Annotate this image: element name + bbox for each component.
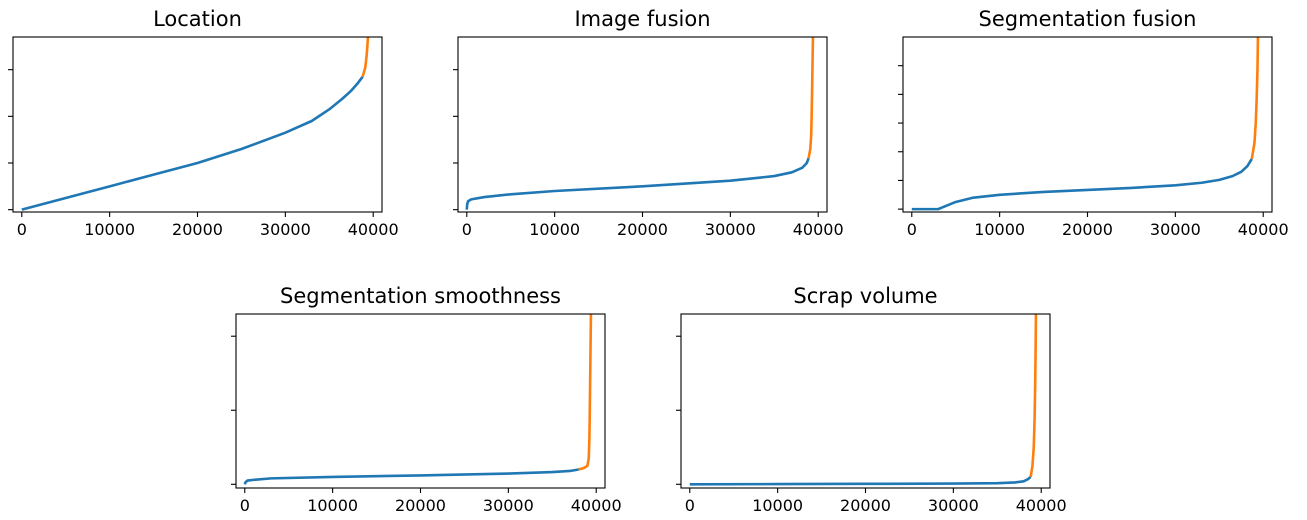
x-tick-label: 40000	[1238, 220, 1289, 239]
subplot-2: Image fusion 0 10000 20000 30000 40000	[453, 7, 844, 239]
x-tick-label: 30000	[705, 220, 756, 239]
plot-frame	[235, 313, 606, 489]
plot-frame	[902, 36, 1273, 213]
subplot-title: Location	[153, 7, 242, 31]
plot-frame	[680, 313, 1051, 489]
subplot-3: Segmentation fusion 0 10000 20000 30000 40000	[898, 7, 1289, 239]
x-tick-label: 0	[17, 220, 27, 239]
series-line-2	[1029, 313, 1038, 478]
x-tick-label: 20000	[617, 220, 668, 239]
x-tick-label: 40000	[1016, 496, 1067, 515]
x-tick-label: 40000	[571, 496, 622, 515]
subplot-title: Segmentation smoothness	[280, 284, 561, 308]
x-tick-label: 30000	[928, 496, 979, 515]
x-tick-label: 10000	[974, 220, 1025, 239]
x-tick-label: 30000	[260, 220, 311, 239]
series-line-1	[243, 468, 579, 485]
x-tick-label: 0	[462, 220, 472, 239]
x-tick-label: 0	[907, 220, 917, 239]
x-tick-label: 10000	[84, 220, 135, 239]
subplot-title: Segmentation fusion	[979, 7, 1197, 31]
series-line-1	[465, 157, 810, 210]
series-line-1	[21, 75, 364, 211]
x-tick-label: 0	[240, 496, 250, 515]
subplot-1: Location 0 10000 20000 30000 40000	[8, 7, 399, 239]
series-line-2	[361, 36, 370, 78]
plot-frame	[12, 36, 383, 213]
subplot-title: Image fusion	[574, 7, 710, 31]
x-tick-label: 30000	[1150, 220, 1201, 239]
x-tick-label: 20000	[395, 496, 446, 515]
x-tick-label: 20000	[172, 220, 223, 239]
x-tick-label: 40000	[348, 220, 399, 239]
x-tick-label: 10000	[752, 496, 803, 515]
subplot-5: Scrap volume 0 10000 20000 30000 40000	[676, 284, 1067, 515]
series-line-2	[1250, 36, 1260, 160]
x-tick-label: 20000	[1062, 220, 1113, 239]
x-tick-label: 20000	[840, 496, 891, 515]
x-tick-label: 0	[685, 496, 695, 515]
x-tick-label: 30000	[483, 496, 534, 515]
series-line-2	[807, 36, 815, 159]
series-line-1	[911, 158, 1253, 211]
x-tick-label: 10000	[307, 496, 358, 515]
series-line-1	[689, 475, 1032, 486]
subplot-4: Segmentation smoothness 0 10000 20000 30000 4…	[231, 284, 622, 515]
x-tick-label: 10000	[529, 220, 580, 239]
subplot-title: Scrap volume	[793, 284, 937, 308]
x-tick-label: 40000	[793, 220, 844, 239]
series-line-2	[578, 313, 593, 471]
